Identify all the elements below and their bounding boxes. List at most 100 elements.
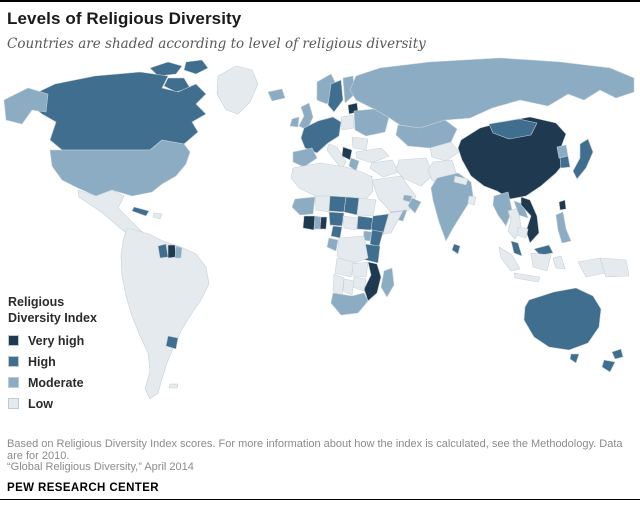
region-senegal-guinea xyxy=(291,196,316,216)
region-chad xyxy=(343,196,360,216)
footer-brand: PEW RESEARCH CENTER xyxy=(7,482,160,494)
region-kenya xyxy=(369,229,384,248)
region-papua-new-guinea xyxy=(599,257,630,278)
region-oman xyxy=(407,197,422,214)
region-uae-qatar xyxy=(402,194,413,203)
region-ivory-coast xyxy=(302,215,316,231)
region-falkland xyxy=(168,383,179,389)
region-central-asia xyxy=(429,141,460,162)
region-china xyxy=(457,116,567,200)
region-togo-benin xyxy=(319,216,328,230)
region-australia xyxy=(523,287,602,351)
legend-swatch-very-high xyxy=(8,335,19,346)
top-rule xyxy=(0,0,640,2)
region-usa xyxy=(49,139,191,197)
region-south-sudan xyxy=(356,215,374,231)
legend-item-moderate: Moderate xyxy=(8,375,138,390)
legend-title: Religious Diversity Index xyxy=(8,294,138,326)
world-map xyxy=(3,57,635,400)
page-title: Levels of Religious Diversity xyxy=(7,9,242,28)
region-syria-iraq xyxy=(369,159,400,178)
region-alaska xyxy=(3,87,49,125)
legend-swatch-moderate xyxy=(8,377,19,388)
region-romania xyxy=(351,136,369,151)
region-turkey xyxy=(355,147,390,164)
region-mali xyxy=(314,195,331,213)
region-south-korea xyxy=(559,155,571,169)
region-sudan xyxy=(356,197,377,217)
region-gabon-congo xyxy=(326,237,339,252)
footer-note: Based on Religious Diversity Index score… xyxy=(7,438,623,462)
region-sri-lanka xyxy=(451,243,461,255)
legend-label: High xyxy=(28,354,56,369)
region-hispaniola xyxy=(152,212,163,220)
region-philippines xyxy=(555,211,572,244)
region-taiwan xyxy=(558,199,567,211)
region-iceland xyxy=(267,88,286,102)
region-uruguay xyxy=(165,335,179,350)
region-north-korea xyxy=(556,144,569,159)
region-angola xyxy=(334,257,355,278)
region-bangladesh xyxy=(467,195,477,206)
region-greenland xyxy=(216,65,259,115)
region-spain xyxy=(292,147,318,168)
region-north-africa xyxy=(290,162,374,201)
legend-label: Very high xyxy=(28,333,85,348)
region-zambia xyxy=(351,261,369,278)
legend-title-line2: Diversity Index xyxy=(8,311,97,325)
region-madagascar xyxy=(380,267,395,298)
region-drc xyxy=(336,235,369,265)
region-canada-arctic xyxy=(183,59,209,75)
region-french-guiana xyxy=(174,245,183,259)
region-cuba xyxy=(131,206,150,217)
legend-rows: Very high High Moderate Low xyxy=(8,333,138,411)
region-cambodia xyxy=(516,226,529,239)
region-vietnam xyxy=(520,196,540,244)
region-mozambique xyxy=(363,261,382,302)
region-ireland xyxy=(289,116,300,128)
region-malaysia xyxy=(510,240,523,257)
region-malaysia-borneo xyxy=(533,244,554,256)
region-new-zealand-south xyxy=(601,359,616,373)
region-namibia xyxy=(332,273,345,297)
legend-label: Moderate xyxy=(28,375,84,390)
region-south-africa xyxy=(330,292,369,316)
region-sweden xyxy=(327,79,344,113)
region-botswana xyxy=(342,278,355,296)
region-russia xyxy=(349,57,635,129)
legend-swatch-high xyxy=(8,356,19,367)
region-poland xyxy=(340,114,355,131)
region-sulawesi xyxy=(552,255,566,270)
region-somalia xyxy=(382,210,404,235)
legend-item-low: Low xyxy=(8,396,138,411)
region-tasmania xyxy=(569,353,580,364)
region-nigeria xyxy=(328,211,345,227)
region-central-african-republic xyxy=(342,215,359,231)
region-indonesia-borneo xyxy=(530,252,552,272)
footer-source: “Global Religious Diversity,” April 2014 xyxy=(7,461,194,473)
region-laos xyxy=(513,200,529,219)
region-guyana xyxy=(157,243,169,259)
region-zimbabwe xyxy=(352,276,367,292)
legend-swatch-low xyxy=(8,398,19,409)
region-myanmar xyxy=(492,191,513,227)
region-suriname xyxy=(167,244,177,259)
legend-title-line1: Religious xyxy=(8,295,65,309)
region-niger xyxy=(328,195,347,213)
region-new-zealand-north xyxy=(611,348,624,360)
map-legend: Religious Diversity Index Very high High… xyxy=(8,294,138,417)
region-mongolia xyxy=(488,118,538,140)
bottom-rule xyxy=(0,499,640,500)
region-balkans xyxy=(341,146,353,161)
region-java xyxy=(513,272,541,283)
region-japan xyxy=(572,138,594,180)
legend-item-high: High xyxy=(8,354,138,369)
page-subtitle: Countries are shaded according to level … xyxy=(7,36,426,52)
region-south-america xyxy=(120,227,210,400)
region-nepal xyxy=(453,175,469,186)
legend-label: Low xyxy=(28,396,53,411)
region-sumatra xyxy=(498,246,521,272)
region-iran xyxy=(395,157,434,187)
legend-item-very-high: Very high xyxy=(8,333,138,348)
region-canada xyxy=(29,71,207,151)
